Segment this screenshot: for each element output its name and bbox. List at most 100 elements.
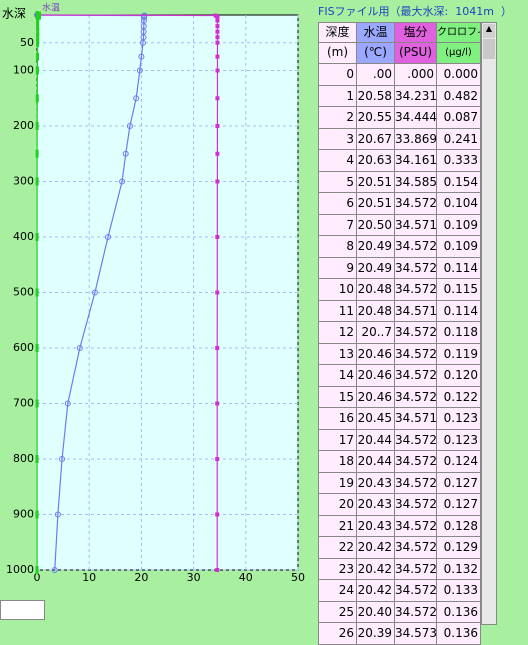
y-tick-label: 200 <box>13 119 34 132</box>
marker <box>215 290 220 295</box>
series-line <box>36 14 146 571</box>
marker <box>215 346 220 350</box>
marker <box>35 344 39 352</box>
table-cell: 8 <box>318 236 357 258</box>
table-cell: 34.572 <box>395 279 437 301</box>
table-cell: 34.444 <box>395 107 437 129</box>
table-cell: 16 <box>318 408 357 430</box>
table-cell: 0.132 <box>437 558 481 580</box>
chart: 水深 水温 0 10 20 30 40 50 50 100 200 300 400 500 600 700… <box>2 2 305 585</box>
table-cell: 15 <box>318 386 357 408</box>
table-cell: 2 <box>318 107 357 129</box>
marker <box>35 177 39 186</box>
header-cell: (m) <box>318 43 357 64</box>
marker <box>215 40 220 45</box>
table-cell: 13 <box>318 343 357 365</box>
marker <box>35 510 39 519</box>
table-cell: 34.572 <box>395 451 437 473</box>
table-cell: 18 <box>318 451 357 473</box>
table-cell: 0.123 <box>437 429 481 451</box>
marker <box>215 179 220 184</box>
marker <box>133 95 140 102</box>
table-cell: 34.231 <box>395 85 437 107</box>
table-cell: 20.50 <box>357 214 395 236</box>
marker <box>215 151 220 156</box>
table-cell: 34.572 <box>395 257 437 279</box>
table-cell: 20.39 <box>357 623 395 645</box>
input-box[interactable] <box>0 600 45 620</box>
scrollbar[interactable]: ▲ <box>481 22 497 625</box>
table-cell: 0.114 <box>437 300 481 322</box>
header-cell: 塩分 <box>395 22 437 43</box>
table-cell: 34.571 <box>395 300 437 322</box>
table-cell: 34.572 <box>395 472 437 494</box>
marker <box>38 11 42 20</box>
table-cell: 34.571 <box>395 214 437 236</box>
table-cell: 20.51 <box>357 193 395 215</box>
marker <box>215 29 220 34</box>
table-cell: 0.114 <box>437 257 481 279</box>
table-cell: 0.128 <box>437 515 481 537</box>
table-cell: 0.136 <box>437 601 481 623</box>
table-cell: 25 <box>318 601 357 623</box>
table-title: FISファイル用（最大水深: 1041m ） <box>318 5 512 18</box>
table-cell: 34.572 <box>395 601 437 623</box>
marker <box>126 123 133 129</box>
table-cell: 0.104 <box>437 193 481 215</box>
table-cell: 34.572 <box>395 193 437 215</box>
legend-label: 水温 <box>42 2 60 14</box>
marker <box>36 22 40 31</box>
table-cell: 0.136 <box>437 623 481 645</box>
table-cell: 34.573 <box>395 623 437 645</box>
header-cell: (μg/l) <box>437 43 481 64</box>
marker <box>54 511 61 518</box>
table-cell: 26 <box>318 623 357 645</box>
marker <box>215 54 220 59</box>
table-cell: 34.572 <box>395 343 437 365</box>
marker <box>140 17 147 24</box>
table-cell: 11 <box>318 300 357 322</box>
table-cell: 4 <box>318 150 357 172</box>
table-cell: 6 <box>318 193 357 215</box>
table-cell: 20.44 <box>357 429 395 451</box>
table-cell: 1 <box>318 85 357 107</box>
y-tick-label: 1000 <box>6 563 34 576</box>
table-cell: 34.572 <box>395 429 437 451</box>
table-cell: 34.572 <box>395 386 437 408</box>
marker <box>136 67 143 74</box>
header-cell: (℃) <box>357 43 395 64</box>
marker <box>140 34 147 41</box>
marker <box>35 149 39 158</box>
y-tick-label: 800 <box>13 452 34 465</box>
y-tick-label: 600 <box>13 341 34 354</box>
table-cell: 20.46 <box>357 365 395 387</box>
marker <box>215 235 220 239</box>
table-cell: 34.572 <box>395 236 437 258</box>
marker <box>215 124 220 128</box>
table-cell: 0.127 <box>437 494 481 516</box>
table-cell: 0.127 <box>437 472 481 494</box>
table-cell: 20.55 <box>357 107 395 129</box>
table-cell: 3 <box>318 128 357 150</box>
marker <box>139 39 146 46</box>
table-cell: 20.46 <box>357 343 395 365</box>
table-cell: 20.46 <box>357 386 395 408</box>
marker <box>215 401 220 406</box>
marker <box>215 512 220 517</box>
table-cell: 20.40 <box>357 601 395 623</box>
table-cell: 20.48 <box>357 300 395 322</box>
marker <box>35 233 39 241</box>
table-cell: 20.49 <box>357 257 395 279</box>
table-cell: 0.129 <box>437 537 481 559</box>
table-cell: 34.585 <box>395 171 437 193</box>
table-cell: 34.571 <box>395 408 437 430</box>
table-cell: 20.51 <box>357 171 395 193</box>
table-cell: 20.42 <box>357 537 395 559</box>
y-axis-label: 水深 <box>2 7 26 21</box>
table-cell: 20.43 <box>357 515 395 537</box>
x-tick-label: 30 <box>187 571 201 584</box>
table-cell: 34.161 <box>395 150 437 172</box>
table-cell: 20.45 <box>357 408 395 430</box>
